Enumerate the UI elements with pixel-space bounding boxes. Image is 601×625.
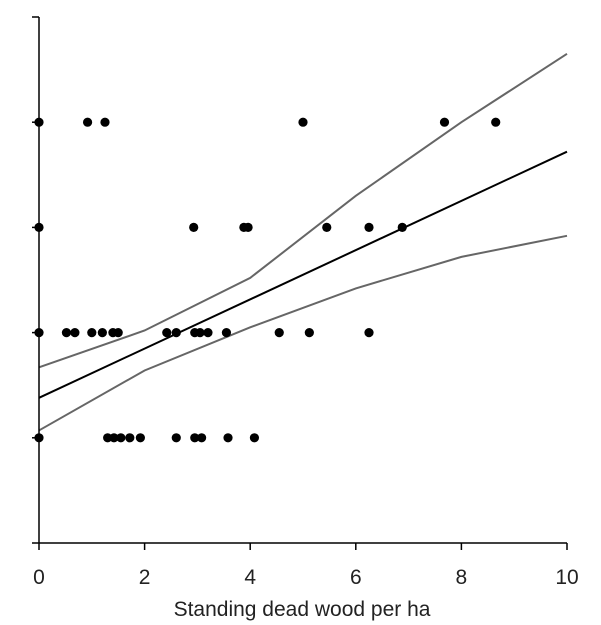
x-tick-label: 0: [33, 566, 45, 589]
x-tick-label: 10: [555, 566, 578, 589]
lower-confidence-line: [38, 234, 568, 432]
tick-labels: 0 2 4 6 8 10: [33, 566, 579, 589]
data-point: [171, 328, 181, 338]
x-tick-label: 4: [244, 566, 256, 589]
data-point: [82, 117, 93, 127]
data-point: [189, 222, 199, 232]
data-point: [197, 433, 207, 443]
data-point: [171, 433, 181, 443]
series-layer: [38, 52, 568, 432]
regression-line: [38, 150, 568, 399]
data-point: [103, 433, 113, 443]
data-point: [100, 117, 110, 127]
data-point: [61, 328, 72, 338]
data-point: [397, 222, 407, 232]
axes: [38, 17, 567, 544]
data-point: [109, 433, 119, 443]
data-point: [322, 222, 332, 232]
data-point: [116, 433, 126, 443]
data-point: [97, 328, 107, 338]
data-point: [195, 328, 205, 338]
data-point: [364, 222, 374, 232]
data-point: [274, 328, 284, 338]
x-tick-label: 2: [139, 566, 151, 589]
x-tick-label: 6: [350, 566, 362, 589]
data-point: [87, 328, 97, 338]
data-point: [439, 117, 450, 127]
data-point: [190, 433, 200, 443]
data-point: [162, 328, 172, 338]
x-tick-label: 8: [456, 566, 468, 589]
data-point: [135, 433, 145, 443]
data-point: [304, 328, 314, 338]
ticks: [32, 16, 568, 550]
data-point: [221, 328, 232, 338]
data-point: [364, 328, 374, 338]
data-point: [125, 433, 135, 443]
upper-confidence-line: [38, 52, 568, 369]
data-point: [491, 117, 501, 127]
data-point: [203, 328, 213, 338]
data-point: [70, 328, 80, 338]
x-axis-title: Standing dead wood per ha: [174, 598, 431, 621]
data-point: [223, 433, 233, 443]
data-point: [298, 117, 308, 127]
data-point: [113, 328, 123, 338]
data-point: [243, 222, 253, 232]
data-point: [249, 433, 260, 443]
